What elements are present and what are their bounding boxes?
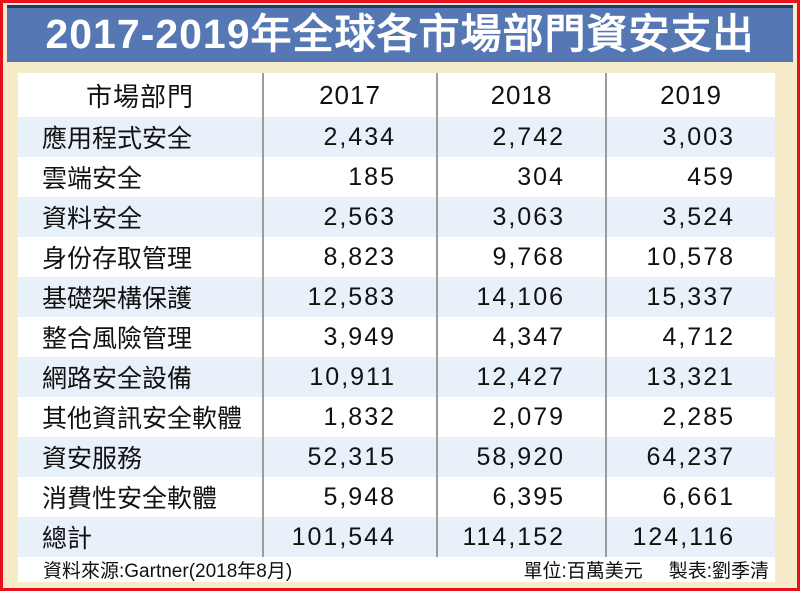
column-header-2018: 2018 <box>437 73 607 117</box>
value-cell: 2,285 <box>662 402 735 431</box>
row-label: 其他資訊安全軟體 <box>18 397 264 437</box>
spending-table: 市場部門 2017 2018 2019 應用程式安全 2,434 2,742 3,00… <box>18 73 775 557</box>
row-label: 資料安全 <box>18 197 264 237</box>
table-row: 身份存取管理 8,823 9,768 10,578 <box>18 237 775 277</box>
table-row: 消費性安全軟體 5,948 6,395 6,661 <box>18 477 775 517</box>
table-row: 應用程式安全 2,434 2,742 3,003 <box>18 117 775 157</box>
value-cell: 13,321 <box>646 362 735 391</box>
row-label: 資安服務 <box>18 437 264 477</box>
value-cell: 10,578 <box>646 242 735 271</box>
value-cell: 64,237 <box>646 442 735 471</box>
value-cell: 2,434 <box>263 117 438 157</box>
value-cell: 3,524 <box>662 202 735 231</box>
value-cell: 14,106 <box>437 277 607 317</box>
table-header-row: 市場部門 2017 2018 2019 <box>18 73 775 117</box>
value-cell: 12,583 <box>263 277 438 317</box>
value-cell: 3,003 <box>662 122 735 151</box>
table-body: 應用程式安全 2,434 2,742 3,003 雲端安全 185 304 459 資料安全 2,… <box>18 117 775 557</box>
value-cell: 52,315 <box>263 437 438 477</box>
value-cell: 2,742 <box>437 117 607 157</box>
table-row: 網路安全設備 10,911 12,427 13,321 <box>18 357 775 397</box>
row-label: 整合風險管理 <box>18 317 264 357</box>
value-cell: 304 <box>437 157 607 197</box>
column-header-sector: 市場部門 <box>18 73 264 117</box>
row-label: 消費性安全軟體 <box>18 477 264 517</box>
value-cell: 124,116 <box>632 522 735 551</box>
unit-note: 單位:百萬美元 <box>523 561 643 582</box>
value-cell: 4,347 <box>437 317 607 357</box>
value-cell: 101,544 <box>263 517 438 557</box>
value-cell: 5,948 <box>263 477 438 517</box>
table-row: 其他資訊安全軟體 1,832 2,079 2,285 <box>18 397 775 437</box>
value-cell: 1,832 <box>263 397 438 437</box>
value-cell: 459 <box>687 162 735 191</box>
row-label: 身份存取管理 <box>18 237 264 277</box>
value-cell: 15,337 <box>646 282 735 311</box>
row-label: 總計 <box>18 517 264 557</box>
row-label: 應用程式安全 <box>18 117 264 157</box>
value-cell: 2,079 <box>437 397 607 437</box>
table-row: 資安服務 52,315 58,920 64,237 <box>18 437 775 477</box>
value-cell: 6,395 <box>437 477 607 517</box>
value-cell: 2,563 <box>263 197 438 237</box>
value-cell: 3,063 <box>437 197 607 237</box>
value-cell: 58,920 <box>437 437 607 477</box>
table-row: 總計 101,544 114,152 124,116 <box>18 517 775 557</box>
source-note: 資料來源:Gartner(2018年8月) <box>43 561 293 582</box>
value-cell: 12,427 <box>437 357 607 397</box>
page-title: 2017-2019年全球各市場部門資安支出 <box>7 5 793 62</box>
table-panel: 市場部門 2017 2018 2019 應用程式安全 2,434 2,742 3,00… <box>18 73 775 582</box>
value-cell: 6,661 <box>662 482 735 511</box>
column-header-2017: 2017 <box>263 73 438 117</box>
table-row: 雲端安全 185 304 459 <box>18 157 775 197</box>
row-label: 雲端安全 <box>18 157 264 197</box>
footer-right: 單位:百萬美元 製表:劉季清 <box>523 556 769 583</box>
value-cell: 4,712 <box>662 322 735 351</box>
credit-note: 製表:劉季清 <box>668 561 769 582</box>
row-label: 網路安全設備 <box>18 357 264 397</box>
table-footer: 資料來源:Gartner(2018年8月) 單位:百萬美元 製表:劉季清 <box>18 557 775 582</box>
table-row: 資料安全 2,563 3,063 3,524 <box>18 197 775 237</box>
table-row: 整合風險管理 3,949 4,347 4,712 <box>18 317 775 357</box>
value-cell: 8,823 <box>263 237 438 277</box>
column-header-2019: 2019 <box>606 73 775 117</box>
value-cell: 10,911 <box>263 357 438 397</box>
value-cell: 114,152 <box>437 517 607 557</box>
row-label: 基礎架構保護 <box>18 277 264 317</box>
value-cell: 9,768 <box>437 237 607 277</box>
table-row: 基礎架構保護 12,583 14,106 15,337 <box>18 277 775 317</box>
value-cell: 3,949 <box>263 317 438 357</box>
value-cell: 185 <box>263 157 438 197</box>
